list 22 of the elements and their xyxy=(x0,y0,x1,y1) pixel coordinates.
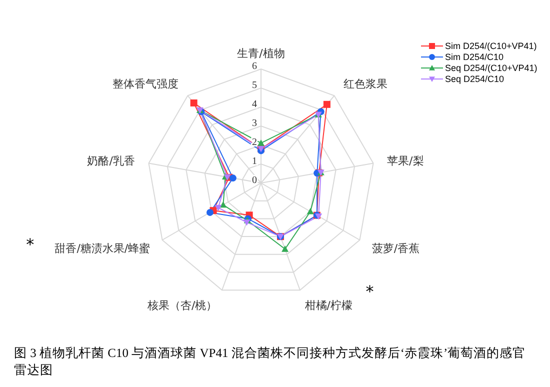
spoke-label: 柑橘/柠檬 xyxy=(304,299,352,312)
text: * xyxy=(366,282,374,302)
y-tick-label: 3 xyxy=(252,118,257,129)
text: 图 3 植物乳杆菌 C10 与酒酒球菌 VP41 混合菌株不同接种方式发酵后‘赤霞珠’葡萄酒的感官雷达图 xyxy=(14,345,527,379)
legend-label: Seq D254/C10 xyxy=(445,74,504,84)
y-tick-label: 0 xyxy=(252,175,257,186)
y-tick-label: 5 xyxy=(252,80,257,91)
spoke-label: 菠萝/香蕉 xyxy=(372,242,420,255)
text: * xyxy=(26,235,34,254)
spoke-label: 红色浆果 xyxy=(343,77,388,90)
spoke-label: 核果（杏/桃） xyxy=(146,299,218,312)
y-tick-label: 6 xyxy=(252,61,257,72)
spoke-label: 苹果/梨 xyxy=(387,154,424,168)
legend-label: Sim D254/(C10+VP41) xyxy=(445,40,537,50)
spoke-label: 甜香/糖渍水果/蜂蜜 xyxy=(54,242,150,255)
spoke-label: 奶酪/乳香 xyxy=(87,154,135,168)
y-tick-label: 4 xyxy=(252,99,257,110)
y-tick-label: 1 xyxy=(252,156,257,167)
legend-label: Sim D254/C10 xyxy=(445,52,504,62)
spoke-label: 生青/植物 xyxy=(237,47,285,60)
spoke-label: 整体香气强度 xyxy=(112,77,179,90)
legend-label: Seq D254/(C10+VP41) xyxy=(445,62,538,72)
